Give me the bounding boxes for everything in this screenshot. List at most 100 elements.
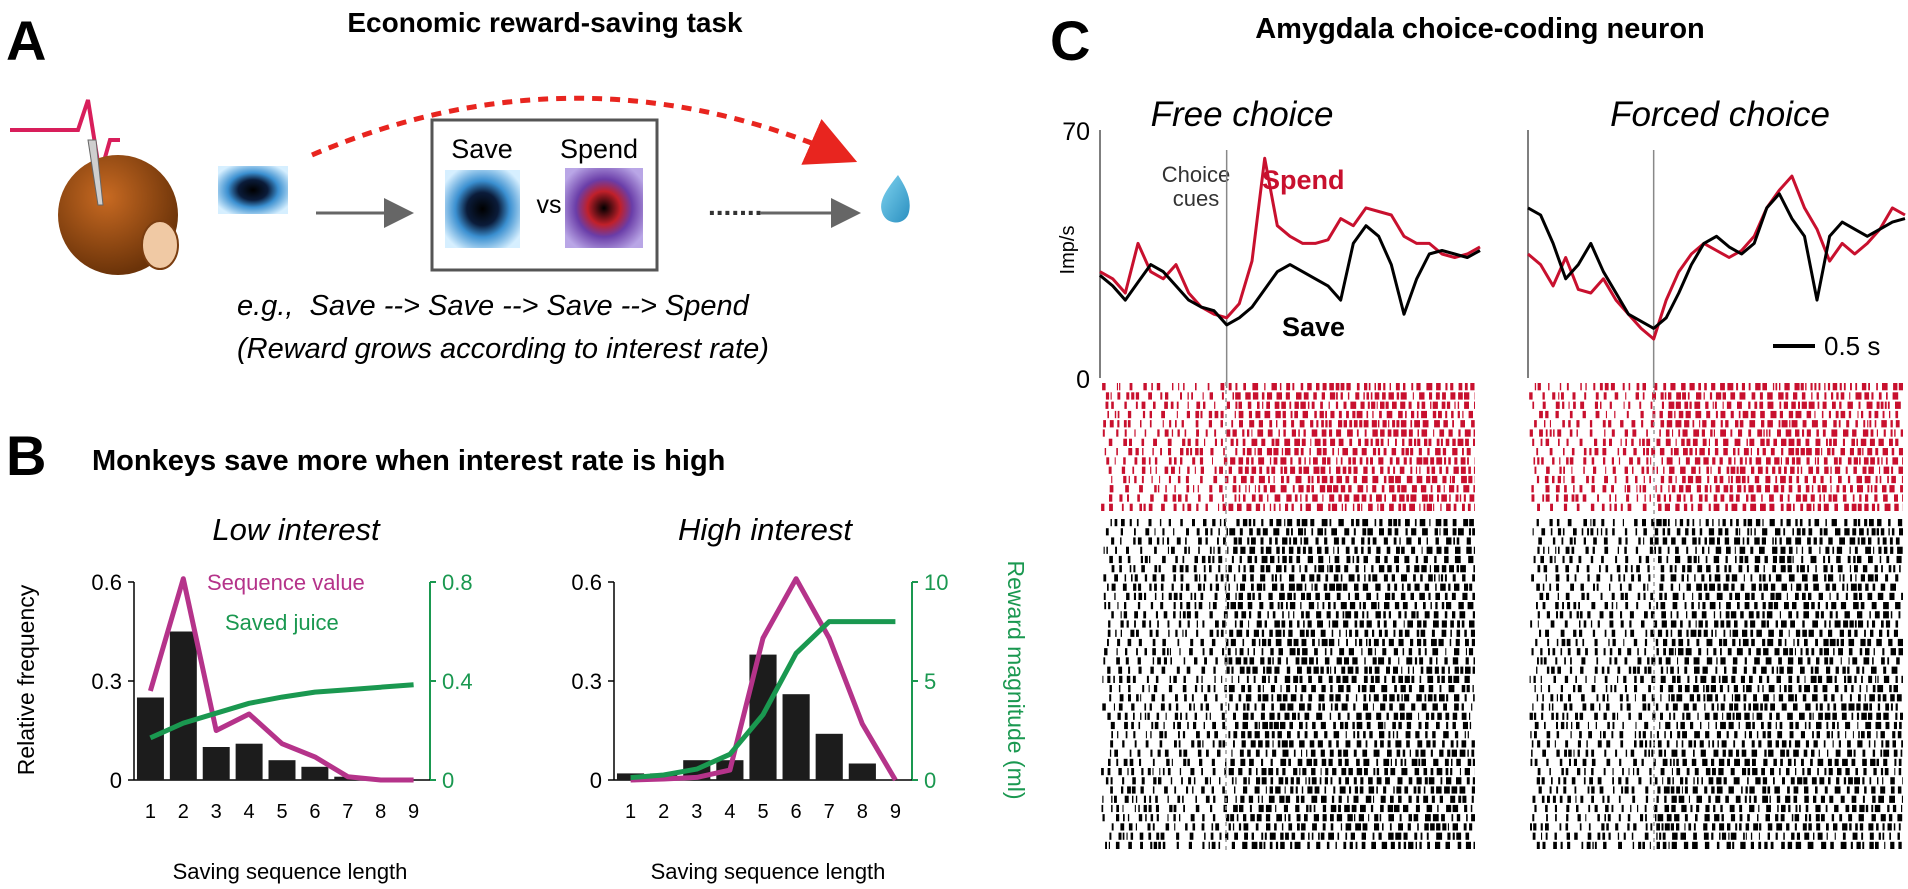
spend-spike bbox=[1788, 448, 1795, 456]
spend-spike bbox=[1573, 401, 1576, 409]
save-spike bbox=[1347, 795, 1349, 803]
spend-spike bbox=[1828, 410, 1831, 419]
spend-spike bbox=[1775, 475, 1778, 484]
save-spike bbox=[1107, 768, 1111, 776]
save-spike bbox=[1355, 666, 1359, 674]
save-spike bbox=[1883, 611, 1889, 619]
save-spike bbox=[1724, 537, 1730, 545]
save-spike bbox=[1356, 768, 1363, 776]
spend-spike bbox=[1642, 503, 1647, 511]
spend-spike bbox=[1833, 457, 1838, 465]
save-spike bbox=[1556, 786, 1559, 794]
spend-spike bbox=[1467, 457, 1469, 465]
save-spike bbox=[1624, 629, 1627, 637]
save-spike bbox=[1275, 537, 1278, 545]
save-spike bbox=[1405, 519, 1410, 527]
save-spike bbox=[1663, 648, 1666, 656]
save-spike bbox=[1131, 786, 1136, 794]
save-spike bbox=[1731, 694, 1733, 702]
save-spike bbox=[1570, 657, 1572, 665]
spend-spike bbox=[1895, 410, 1899, 419]
spend-spike bbox=[1417, 438, 1421, 446]
save-spike bbox=[1231, 666, 1234, 674]
save-spike bbox=[1432, 731, 1436, 739]
save-spike bbox=[1350, 832, 1355, 840]
save-spike bbox=[1180, 519, 1183, 527]
save-spike bbox=[1787, 666, 1793, 674]
spend-spike bbox=[1238, 485, 1241, 493]
spend-spike bbox=[1566, 383, 1569, 391]
save-spike bbox=[1448, 583, 1451, 591]
save-spike bbox=[1461, 620, 1465, 628]
save-spike bbox=[1811, 648, 1815, 656]
spend-spike bbox=[1168, 475, 1171, 484]
save-spike bbox=[1151, 721, 1154, 730]
spend-spike bbox=[1171, 466, 1175, 474]
save-spike bbox=[1855, 823, 1858, 831]
save-spike bbox=[1274, 620, 1280, 628]
save-spike bbox=[1324, 731, 1328, 739]
save-spike bbox=[1627, 648, 1632, 656]
spend-spike bbox=[1141, 401, 1146, 409]
save-spike bbox=[1311, 777, 1317, 785]
spend-spike bbox=[1727, 383, 1734, 391]
save-spike bbox=[1680, 777, 1684, 785]
save-spike bbox=[1333, 731, 1340, 739]
spend-spike bbox=[1720, 494, 1725, 502]
spend-spike bbox=[1322, 457, 1326, 465]
save-spike bbox=[1534, 804, 1537, 813]
save-spike bbox=[1573, 528, 1577, 536]
save-spike bbox=[1897, 786, 1902, 794]
save-spike bbox=[1545, 629, 1549, 637]
spend-spike bbox=[1626, 494, 1630, 502]
spend-spike bbox=[1123, 420, 1127, 428]
save-spike bbox=[1330, 685, 1333, 693]
save-spike bbox=[1269, 602, 1274, 610]
save-spike bbox=[1622, 519, 1624, 527]
spend-spike bbox=[1609, 401, 1612, 409]
spend-spike bbox=[1411, 485, 1417, 493]
spend-spike bbox=[1370, 392, 1373, 400]
save-spike bbox=[1853, 592, 1858, 600]
spend-spike bbox=[1273, 503, 1276, 511]
save-spike bbox=[1293, 592, 1296, 600]
save-spike bbox=[1698, 555, 1700, 564]
save-spike bbox=[1601, 555, 1604, 564]
save-spike bbox=[1812, 731, 1814, 739]
spend-spike bbox=[1192, 457, 1196, 465]
save-spike bbox=[1854, 786, 1860, 794]
save-spike bbox=[1804, 675, 1806, 683]
save-spike bbox=[1720, 620, 1725, 628]
save-spike bbox=[1196, 620, 1198, 628]
save-spike bbox=[1758, 832, 1760, 840]
save-spike bbox=[1823, 740, 1826, 748]
save-trace-label: Save bbox=[1282, 312, 1345, 342]
spend-spike bbox=[1639, 485, 1642, 493]
spend-spike bbox=[1561, 392, 1564, 400]
panel-b-letter: B bbox=[6, 424, 46, 487]
spend-spike bbox=[1391, 448, 1397, 456]
spend-spike bbox=[1704, 383, 1707, 391]
spend-spike bbox=[1251, 429, 1253, 437]
save-spike bbox=[1845, 592, 1848, 600]
save-spike bbox=[1730, 519, 1733, 527]
spend-spike bbox=[1180, 392, 1182, 400]
save-spike bbox=[1859, 592, 1863, 600]
save-spike bbox=[1595, 721, 1597, 730]
save-spike bbox=[1434, 666, 1439, 674]
save-spike bbox=[1619, 583, 1622, 591]
spend-spike bbox=[1139, 485, 1143, 493]
save-spike bbox=[1823, 694, 1828, 702]
save-spike bbox=[1212, 519, 1216, 527]
spend-spike bbox=[1839, 383, 1842, 391]
save-spike bbox=[1456, 814, 1461, 822]
spend-spike bbox=[1544, 475, 1549, 484]
spend-spike bbox=[1636, 494, 1639, 502]
save-spike bbox=[1284, 675, 1291, 683]
save-spike bbox=[1699, 528, 1703, 536]
save-spike bbox=[1248, 519, 1252, 527]
bar bbox=[169, 631, 197, 780]
save-spike bbox=[1246, 703, 1250, 711]
spend-spike bbox=[1533, 457, 1536, 465]
save-spike bbox=[1556, 611, 1558, 619]
